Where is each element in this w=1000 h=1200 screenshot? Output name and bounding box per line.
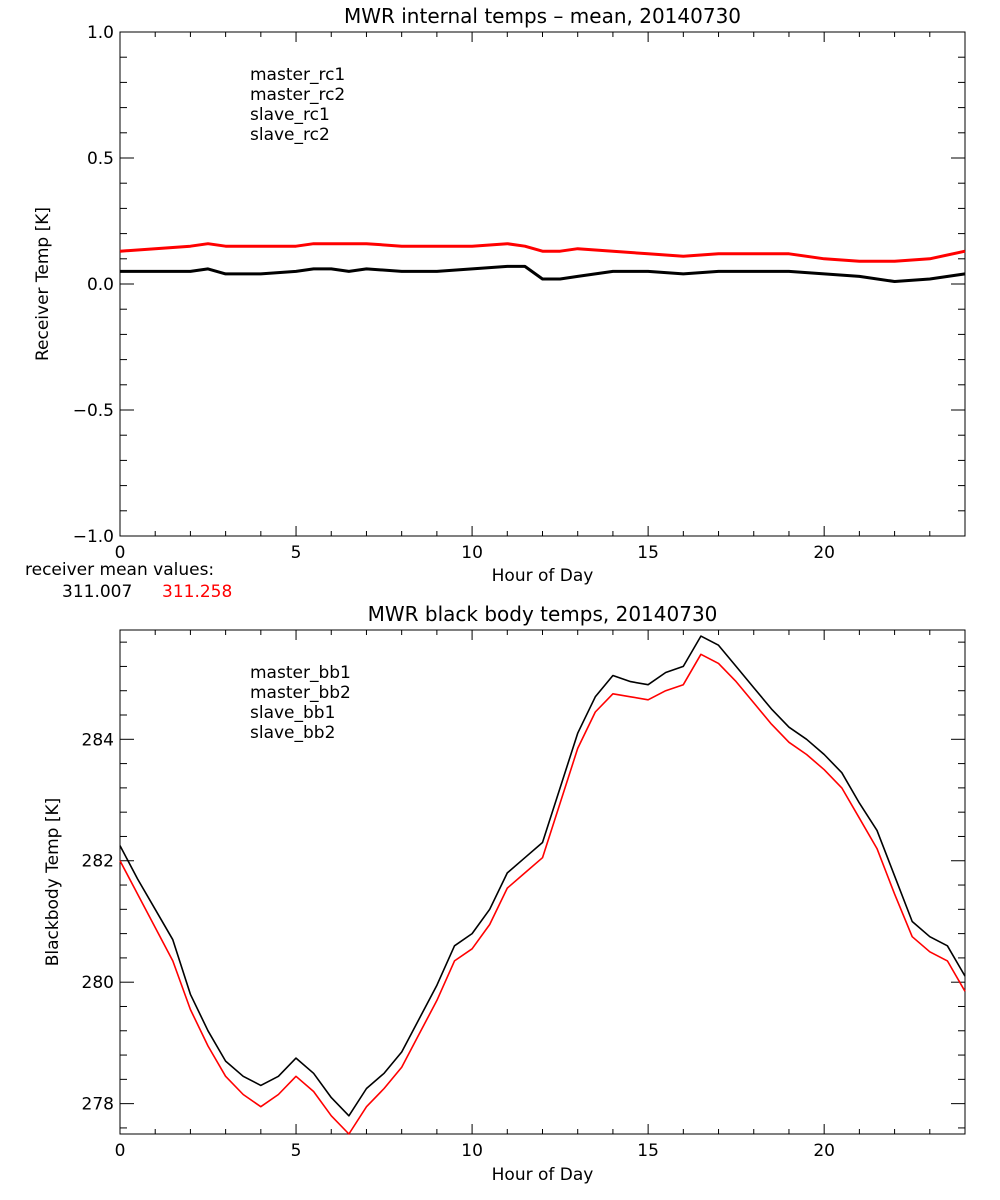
x-axis-label: Hour of Day <box>492 566 594 586</box>
series-line-master_rc2 <box>119 242 966 263</box>
x-tick-label: 10 <box>461 1141 483 1161</box>
x-tick-label: 0 <box>115 1141 126 1161</box>
x-tick-label: 15 <box>637 543 659 563</box>
legend-entry-master_rc2: master_rc2 <box>250 85 345 105</box>
legend-entry-slave_bb1: slave_bb1 <box>250 703 335 723</box>
y-tick-label: 280 <box>82 973 114 993</box>
x-tick-label: 5 <box>291 1141 302 1161</box>
x-tick-label: 10 <box>461 543 483 563</box>
legend-entry-slave_rc1: slave_rc1 <box>250 105 330 125</box>
x-tick-label: 0 <box>115 543 126 563</box>
x-tick-label: 15 <box>637 1141 659 1161</box>
legend-entry-master_bb2: master_bb2 <box>250 683 351 703</box>
receiver-mean-value-2: 311.258 <box>162 582 233 602</box>
series-line-master_bb1 <box>119 635 966 1117</box>
chart-title: MWR black body temps, 20140730 <box>368 602 718 626</box>
legend-entry-master_bb1: master_bb1 <box>250 663 351 683</box>
legend-entry-master_rc1: master_rc1 <box>250 65 345 85</box>
y-tick-label: 0.0 <box>87 275 114 295</box>
x-axis-label: Hour of Day <box>492 1165 594 1185</box>
y-tick-label: 278 <box>82 1095 114 1115</box>
series-line-master_bb2 <box>119 653 966 1135</box>
receiver-mean-value-1: 311.007 <box>62 582 133 602</box>
plot-frame <box>119 31 966 537</box>
chart-panel-1: 0 5 10 15 20 −1.0 −0.5 0.0 0.5 1.0 master_rc1maste… <box>33 4 966 586</box>
y-axis-label: Receiver Temp [K] <box>33 207 53 361</box>
y-tick-label: 284 <box>82 730 114 750</box>
legend-entry-slave_rc2: slave_rc2 <box>250 125 330 145</box>
plot-frame <box>119 629 966 1135</box>
y-axis-label: Blackbody Temp [K] <box>43 798 63 967</box>
legend-entry-slave_bb2: slave_bb2 <box>250 723 335 743</box>
y-tick-label: 1.0 <box>87 23 114 43</box>
y-tick-label: 282 <box>82 852 114 872</box>
x-tick-label: 5 <box>291 543 302 563</box>
chart-panel-2: 0 5 10 15 20 278 280 282 284 master_bb1master_bb2… <box>43 602 966 1185</box>
x-tick-label: 20 <box>813 543 835 563</box>
receiver-mean-label: receiver mean values: <box>25 560 215 580</box>
x-tick-label: 20 <box>813 1141 835 1161</box>
y-tick-label: −1.0 <box>73 527 114 547</box>
y-tick-label: −0.5 <box>73 401 114 421</box>
series-line-master_rc1 <box>120 264 966 283</box>
chart-title: MWR internal temps – mean, 20140730 <box>344 4 741 28</box>
y-tick-label: 0.5 <box>87 149 114 169</box>
